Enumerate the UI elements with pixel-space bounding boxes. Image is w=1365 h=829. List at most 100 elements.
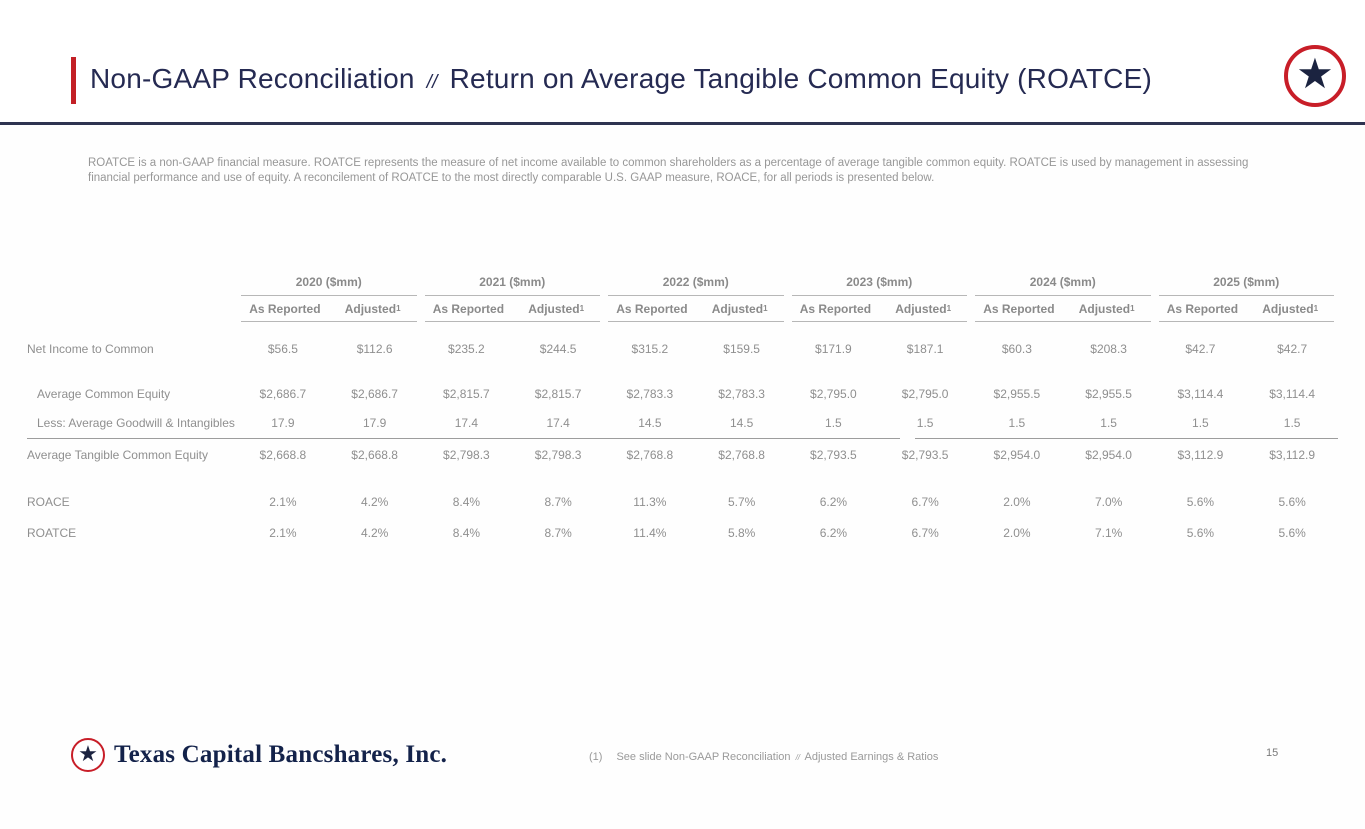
subheader-as-reported: As Reported xyxy=(432,301,505,316)
table-cell: 1.5 xyxy=(1008,416,1026,430)
table-cell: 1.5 xyxy=(825,416,842,430)
year-header-2020: 2020 ($mm) xyxy=(241,268,417,296)
table-cell: $42.7 xyxy=(1185,342,1216,356)
table-cell: $2,783.3 xyxy=(718,387,765,401)
table-cell: $159.5 xyxy=(723,342,760,356)
subheader-group-2021: As Reported Adjusted 1 xyxy=(424,296,600,322)
table-cell: $112.6 xyxy=(356,342,393,356)
table-cell: 11.3% xyxy=(633,495,667,509)
table-cell: $2,768.8 xyxy=(718,448,765,462)
subheader-group-2022: As Reported Adjusted 1 xyxy=(608,296,784,322)
table-subheader-row: As Reported Adjusted 1 As Reported Adjusted 1… xyxy=(27,296,1338,322)
footnote: (1) See slide Non-GAAP Reconciliation // … xyxy=(589,751,938,763)
table-cell: $3,112.9 xyxy=(1177,448,1224,462)
table-cell: 2.0% xyxy=(1003,525,1031,540)
table-cell: 17.9 xyxy=(271,416,295,430)
year-header-2024: 2024 ($mm) xyxy=(975,268,1151,296)
table-cell: 7.1% xyxy=(1094,525,1123,540)
table-cell: 1.5 xyxy=(1100,416,1117,430)
table-cell: 4.2% xyxy=(360,525,389,540)
table-cell: 14.5 xyxy=(638,416,662,430)
table-cell: $2,815.7 xyxy=(534,387,582,401)
table-cell: 2.1% xyxy=(269,525,297,540)
subheader-as-reported: As Reported xyxy=(799,301,872,316)
row-label: Less: Average Goodwill & Intangibles xyxy=(37,416,235,430)
table-cell: $171.9 xyxy=(815,342,852,356)
row-less-avg-goodwill-intangibles: Less: Average Goodwill & Intangibles 17.9… xyxy=(27,408,1338,438)
table-cell: $2,955.5 xyxy=(993,387,1041,401)
table-cell: 17.4 xyxy=(546,416,570,430)
table-cell: 1.5 xyxy=(916,416,934,430)
table-cell: $56.5 xyxy=(267,342,298,356)
star-icon: ★ xyxy=(1296,50,1334,97)
table-cell: 17.4 xyxy=(454,416,479,430)
subheader-as-reported: As Reported xyxy=(616,301,688,316)
subheader-adjusted: Adjusted 1 xyxy=(344,301,401,316)
table-cell: 8.4% xyxy=(452,525,481,540)
table-cell: $3,114.4 xyxy=(1177,387,1224,401)
table-cell: $42.7 xyxy=(1277,342,1308,356)
table-year-header-row: 2020 ($mm) 2021 ($mm) 2022 ($mm) 2023 ($mm)… xyxy=(27,268,1338,296)
footnote-text-post: Adjusted Earnings & Ratios xyxy=(804,751,939,763)
star-icon: ★ xyxy=(78,741,98,766)
subheader-adjusted: Adjusted 1 xyxy=(1078,301,1135,316)
subheader-adjusted: Adjusted 1 xyxy=(1262,301,1319,316)
reconciliation-table: 2020 ($mm) 2021 ($mm) 2022 ($mm) 2023 ($mm)… xyxy=(27,268,1338,548)
table-cell: 8.4% xyxy=(452,495,481,509)
page-title-sub: Return on Average Tangible Common Equity… xyxy=(449,63,1152,94)
table-cell: 5.6% xyxy=(1186,525,1215,540)
table-cell: $2,686.7 xyxy=(351,387,398,401)
table-cell: $2,793.5 xyxy=(901,448,949,462)
table-cell: 2.1% xyxy=(269,495,297,509)
subheader-as-reported: As Reported xyxy=(249,301,321,316)
subheader-group-2024: As Reported Adjusted 1 xyxy=(975,296,1151,322)
slide-header: Non-GAAP Reconciliation // Return on Ave… xyxy=(0,0,1365,125)
table-cell: 1.5 xyxy=(1283,416,1301,430)
header-divider xyxy=(0,122,1365,125)
table-cell: $2,793.5 xyxy=(810,448,857,462)
year-header-2022: 2022 ($mm) xyxy=(608,268,784,296)
page-title: Non-GAAP Reconciliation // Return on Ave… xyxy=(90,63,1152,95)
table-cell: $2,783.3 xyxy=(626,387,674,401)
table-cell: $3,114.4 xyxy=(1269,387,1316,401)
table-cell: $2,686.7 xyxy=(259,387,307,401)
row-label: Average Tangible Common Equity xyxy=(27,448,208,462)
year-header-2021: 2021 ($mm) xyxy=(424,268,600,296)
table-cell: $2,798.3 xyxy=(534,448,582,462)
company-star-logo: ★ xyxy=(1284,45,1346,107)
year-header-2023: 2023 ($mm) xyxy=(791,268,967,296)
company-star-logo-small: ★ xyxy=(71,738,105,772)
table-cell: $3,112.9 xyxy=(1269,448,1316,462)
table-cell: 4.2% xyxy=(360,495,389,509)
page-number: 15 xyxy=(1266,747,1279,759)
table-cell: 2.0% xyxy=(1003,495,1031,509)
table-cell: $235.2 xyxy=(448,342,485,356)
table-cell: 1.5 xyxy=(1192,416,1209,430)
year-header-2025: 2025 ($mm) xyxy=(1158,268,1334,296)
table-cell: 7.0% xyxy=(1094,495,1123,509)
table-cell: $2,798.3 xyxy=(443,448,490,462)
subheader-group-2020: As Reported Adjusted 1 xyxy=(241,296,417,322)
table-cell: $60.3 xyxy=(1001,342,1032,356)
table-cell: 5.6% xyxy=(1278,525,1306,540)
table-cell: $2,795.0 xyxy=(901,387,949,401)
subheader-as-reported: As Reported xyxy=(983,301,1055,316)
footnote-marker: (1) xyxy=(589,751,603,763)
table-cell: 17.9 xyxy=(362,416,387,430)
page-title-main: Non-GAAP Reconciliation xyxy=(90,63,415,94)
subheader-adjusted: Adjusted 1 xyxy=(895,301,952,316)
table-cell: 5.6% xyxy=(1278,495,1306,509)
row-label: Net Income to Common xyxy=(27,342,154,356)
table-cell: 8.7% xyxy=(544,495,572,509)
row-net-income-to-common: Net Income to Common $56.5 $112.6 $235.2 $24… xyxy=(27,334,1338,364)
table-cell: $2,815.7 xyxy=(443,387,490,401)
intro-paragraph: ROATCE is a non-GAAP financial measure. … xyxy=(88,157,1249,184)
footer-brand: ★ Texas Capital Bancshares, Inc. xyxy=(71,738,447,772)
table-cell: 5.6% xyxy=(1186,495,1215,509)
subheader-group-2023: As Reported Adjusted 1 xyxy=(791,296,967,322)
table-cell: 8.7% xyxy=(544,525,572,540)
title-separator: // xyxy=(426,72,438,93)
table-cell: $2,955.5 xyxy=(1085,387,1132,401)
row-roace: ROACE 2.1% 4.2% 8.4% 8.7% 11.3% 5.7% 6.2% 6.7% 2.… xyxy=(27,487,1338,517)
table-cell: $315.2 xyxy=(631,342,669,356)
